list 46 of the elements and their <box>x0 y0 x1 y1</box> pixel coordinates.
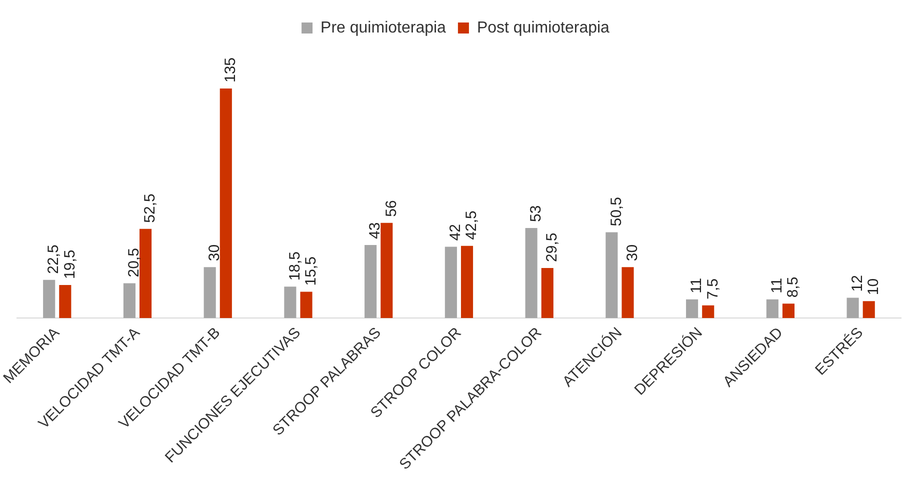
bar <box>686 299 698 318</box>
data-label: 56 <box>382 200 400 217</box>
bar <box>364 245 377 318</box>
data-label: 20,5 <box>126 248 143 278</box>
bar <box>525 228 538 318</box>
bar <box>140 228 152 318</box>
bar <box>766 299 778 318</box>
data-label: 43 <box>366 222 384 240</box>
bar <box>444 246 457 318</box>
data-label: 15,5 <box>302 256 320 286</box>
data-label: 135 <box>222 57 240 83</box>
data-label: 42 <box>447 224 464 241</box>
bar <box>284 286 296 318</box>
data-label: 7,5 <box>704 278 722 300</box>
bar <box>782 304 795 318</box>
bar <box>380 222 393 318</box>
data-label: 10 <box>864 278 882 296</box>
data-label: 12 <box>848 275 866 292</box>
bar <box>59 284 72 318</box>
bar <box>204 267 216 318</box>
bar <box>702 305 714 318</box>
bar <box>862 301 875 318</box>
bar <box>43 280 56 318</box>
bar <box>220 88 232 318</box>
bar <box>123 283 136 318</box>
bar <box>541 268 554 318</box>
data-label: 11 <box>688 278 706 294</box>
data-label: 8,5 <box>784 276 802 298</box>
bar <box>846 298 859 318</box>
data-label: 30 <box>624 244 641 262</box>
data-label: 22,5 <box>45 244 62 274</box>
data-label: 42,5 <box>463 210 480 240</box>
data-label: 29,5 <box>544 232 561 262</box>
legend-label: Pre quimioterapia <box>320 19 446 36</box>
data-label: 50,5 <box>608 197 625 226</box>
legend-label: Post quimioterapia <box>476 19 610 36</box>
data-label: 53 <box>527 205 544 222</box>
bar <box>300 292 312 318</box>
bar <box>622 267 634 318</box>
bar <box>460 246 474 318</box>
data-label: 11 <box>768 278 786 294</box>
data-label: 52,5 <box>142 194 159 223</box>
data-label: 19,5 <box>61 250 78 279</box>
data-label: 18,5 <box>286 251 304 281</box>
data-label: 30 <box>206 244 223 262</box>
bar <box>606 232 618 318</box>
